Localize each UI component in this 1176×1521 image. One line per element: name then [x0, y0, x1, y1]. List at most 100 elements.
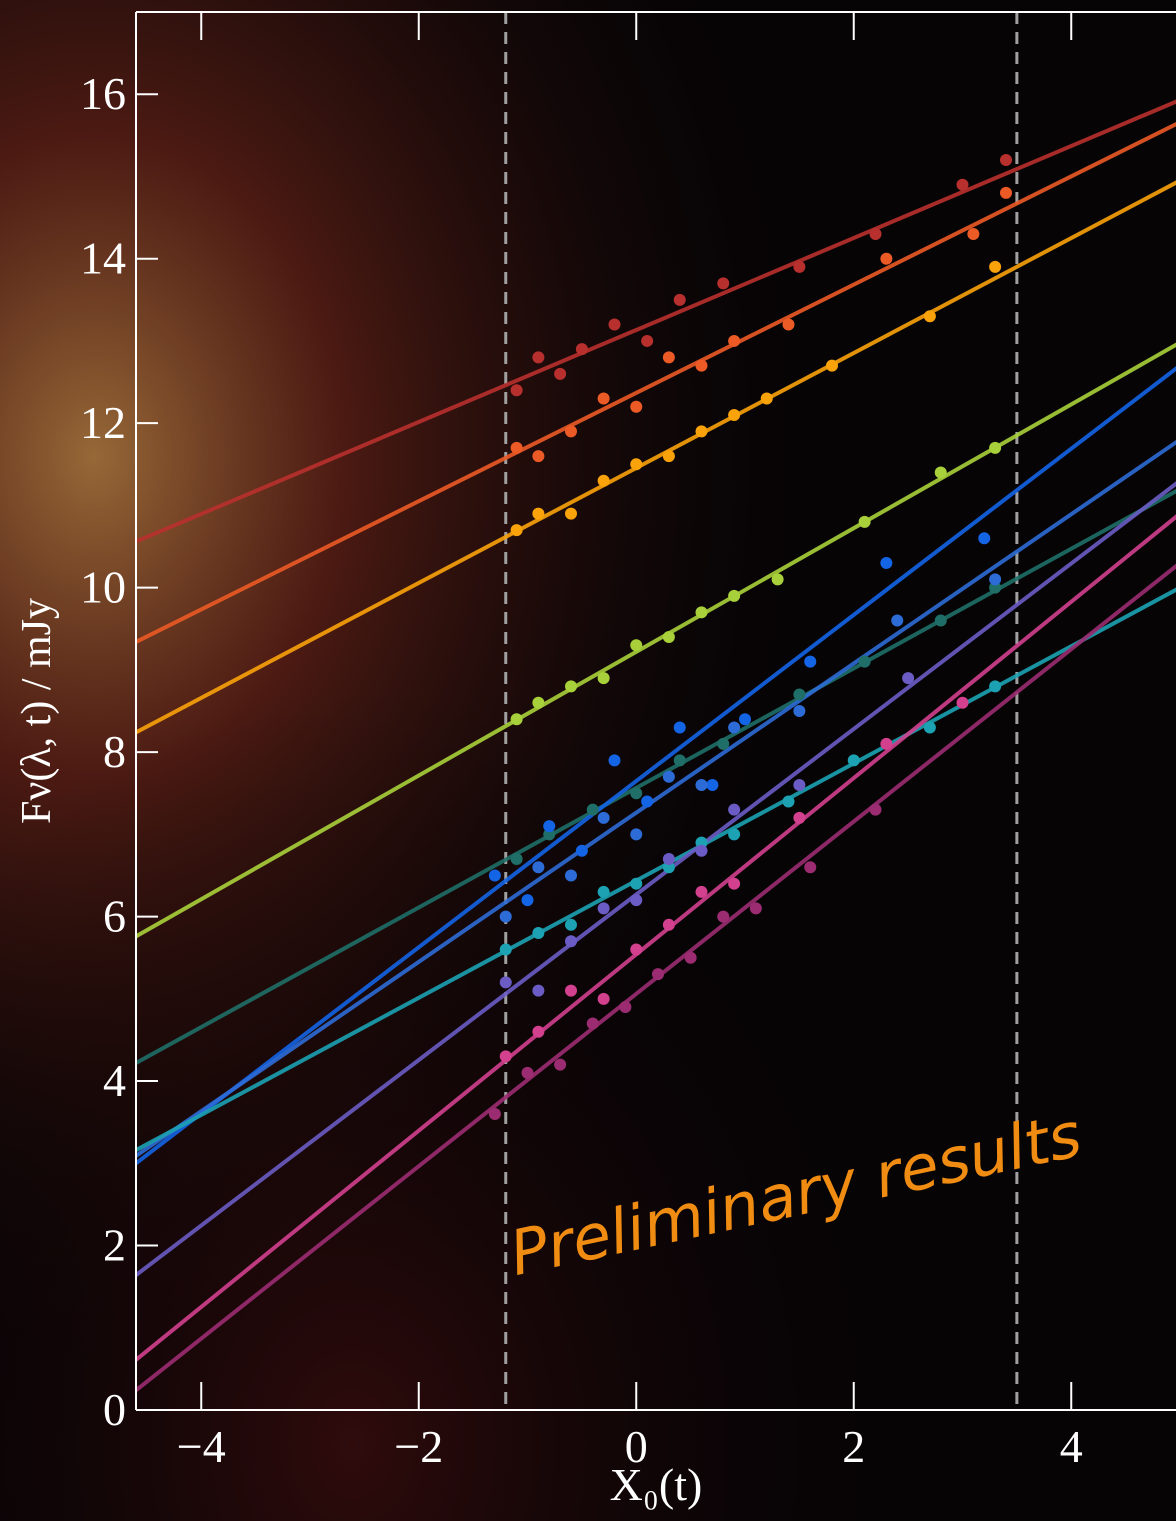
data-point [565, 425, 577, 438]
data-point [565, 935, 577, 948]
data-point [673, 754, 686, 767]
data-point [630, 787, 643, 800]
data-point [782, 795, 795, 808]
data-point [662, 770, 675, 783]
data-point [728, 803, 741, 816]
data-point [597, 902, 610, 915]
data-point [597, 885, 610, 898]
data-point [728, 589, 741, 602]
data-point [880, 737, 893, 750]
y-tick-label: 6 [103, 891, 126, 942]
data-point [728, 721, 741, 734]
data-point [554, 367, 567, 380]
x-tick-label: 4 [1060, 1421, 1083, 1472]
data-point [586, 803, 599, 816]
data-point [597, 672, 610, 685]
data-point [586, 1017, 599, 1030]
data-point [630, 943, 643, 956]
data-point [499, 1050, 512, 1063]
data-point [662, 630, 675, 643]
data-point [804, 655, 817, 668]
data-point [662, 853, 675, 866]
fit-line [135, 488, 1176, 1065]
data-point [923, 721, 936, 734]
data-point [695, 425, 708, 438]
data-point [532, 1025, 545, 1038]
data-point [499, 943, 512, 956]
data-point [771, 573, 784, 586]
data-point [739, 713, 751, 726]
data-point [510, 713, 523, 726]
x-tick-label: 2 [842, 1421, 865, 1472]
data-point [869, 803, 882, 816]
plot-area [134, 12, 1176, 1410]
data-point [695, 359, 708, 372]
data-point [989, 680, 1002, 693]
data-point [532, 507, 545, 520]
x-tick-label: −2 [394, 1421, 443, 1472]
data-point [499, 910, 512, 923]
data-point [793, 260, 806, 273]
fit-line [134, 481, 1176, 1277]
data-point [488, 1107, 501, 1120]
data-point [967, 228, 980, 241]
data-point [597, 811, 610, 824]
data-point [608, 318, 621, 331]
data-point [532, 351, 545, 364]
data-point [869, 228, 882, 241]
data-point [978, 532, 991, 545]
data-point [717, 277, 730, 290]
x-tick-label: −4 [177, 1421, 226, 1472]
data-point [575, 343, 588, 356]
data-point [728, 408, 741, 421]
y-tick-label: 0 [103, 1384, 126, 1435]
data-point [565, 869, 577, 882]
data-point [532, 450, 545, 463]
data-point [565, 984, 577, 997]
data-point [902, 672, 915, 685]
data-point [499, 976, 512, 989]
data-point [717, 910, 730, 923]
data-point [684, 951, 697, 964]
data-point [989, 260, 1002, 273]
fit-line [135, 587, 1176, 1152]
data-point [510, 853, 523, 866]
data-point [793, 779, 806, 792]
data-point [630, 894, 643, 907]
data-point [630, 639, 643, 652]
data-point [510, 524, 523, 537]
data-point [630, 828, 643, 841]
data-point [695, 779, 708, 792]
data-point [793, 811, 806, 824]
data-point [989, 573, 1002, 586]
data-point [1000, 154, 1012, 167]
y-tick-label: 12 [80, 397, 126, 448]
data-point [891, 614, 904, 627]
data-point [728, 877, 741, 890]
data-point [956, 178, 969, 191]
data-point [662, 861, 675, 874]
data-point [597, 392, 610, 405]
data-point [847, 754, 860, 767]
data-point [543, 820, 556, 833]
data-point [510, 384, 523, 397]
data-point [749, 902, 762, 915]
fit-line [135, 121, 1176, 644]
data-point [934, 466, 947, 479]
data-point [956, 696, 969, 709]
data-point [826, 359, 838, 372]
y-axis-label: Fν(λ, t) / mJy [14, 598, 60, 824]
data-point [717, 737, 730, 750]
data-point [641, 334, 654, 347]
fit-line [135, 342, 1176, 939]
data-point [521, 1066, 534, 1079]
data-point [858, 515, 871, 528]
data-point [728, 828, 741, 841]
data-point [532, 861, 545, 874]
data-point [630, 458, 643, 471]
data-point [793, 688, 806, 701]
data-point [782, 318, 795, 331]
data-point [565, 680, 577, 693]
